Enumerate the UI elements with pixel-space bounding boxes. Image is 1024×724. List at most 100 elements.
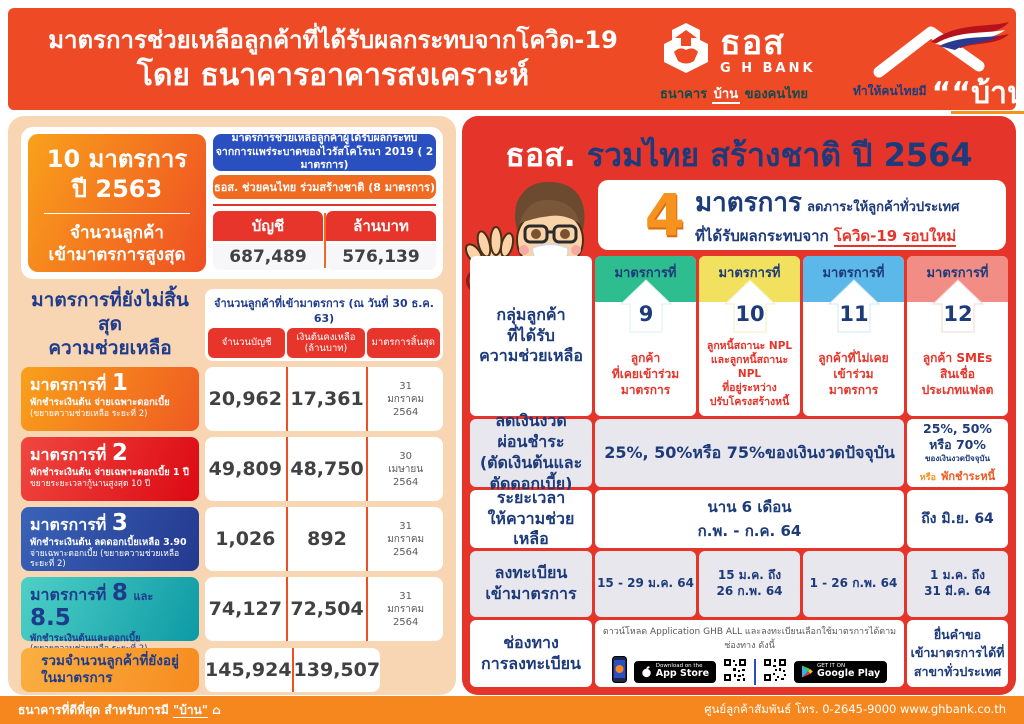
campaign-title-bank: ธอส.: [505, 136, 576, 174]
summary-title: 10 มาตรการ ปี 2563: [46, 145, 188, 203]
measures-2564-panel: ธอส. รวมไทย สร้างชาติ ปี 2564: [462, 116, 1016, 695]
ghb-thai-name: ธอส: [720, 22, 785, 63]
channel-merged: ดาวน์โหลด Application GHB ALL และลงทะเบี…: [595, 620, 904, 687]
play-icon: [802, 665, 813, 678]
divider: [213, 204, 436, 206]
register-date-9: 15 - 29 ม.ค. 64: [595, 551, 696, 617]
balance-value: 48,750: [290, 458, 364, 480]
row-label-period: ระยะเวลา ให้ความช่วยเหลือ: [470, 488, 592, 548]
measure-desc2: จ่ายเฉพาะดอกเบี้ย (ขยายความช่วยเหลือ ระย…: [30, 549, 180, 570]
channel-caption: ดาวน์โหลด Application GHB ALL และลงทะเบี…: [602, 627, 897, 651]
ghb-logo-text: ธอส G H BANK: [720, 26, 816, 75]
table-row: มาตรการที่ 2 พักชำระเงินต้น จ่ายเฉพาะดอก…: [21, 437, 443, 501]
measure-desc: พักชำระเงินต้น จ่ายเฉพาะดอกเบี้ย 1 ปี: [30, 467, 189, 479]
total-row: รวมจำนวนลูกค้าที่ยังอยู่ ในมาตรการ 145,9…: [21, 648, 443, 692]
register-date-12: 1 ม.ค. ถึง 31 มี.ค. 64: [907, 551, 1008, 617]
measure-8-label: มาตรการที่ 8 และ 8.5 พักชำระเงินต้นและดอ…: [21, 577, 199, 654]
summary-card: 10 มาตรการ ปี 2563 จำนวนลูกค้า เข้ามาตรก…: [21, 127, 443, 279]
gplay-line2: Google Play: [817, 668, 881, 680]
balance-value: 72,504: [290, 598, 364, 620]
footer-contact: ศูนย์ลูกค้าสัมพันธ์ โทร. 0-2645-9000 www…: [704, 702, 1006, 716]
val-baht: 576,139: [326, 244, 436, 270]
reduce12-red: พักชำระหนี้: [941, 470, 996, 484]
title-line1: มาตรการช่วยเหลือลูกค้าที่ได้รับผลกระทบจา…: [48, 26, 618, 54]
measure-pre: มาตรการที่: [30, 585, 107, 604]
col-baht-header: ล้านบาท: [326, 211, 436, 241]
reduce12-main: 25%, 50% หรือ 70%: [923, 420, 992, 452]
divider: [323, 213, 326, 268]
baan-word: ““บ้าน””: [932, 76, 1024, 114]
divider: [754, 658, 757, 685]
measure-pre: มาตรการที่: [30, 515, 107, 534]
measure-desc: พักชำระเงินต้นและดอกเบี้ย: [30, 632, 141, 644]
measures-grid: กลุ่มลูกค้า ที่ได้รับ ความช่วยเหลือ มาตร…: [470, 256, 1008, 687]
ghb-tagline: ธนาคาร บ้าน ของคนไทย: [660, 83, 840, 104]
reduce12-or: หรือ: [919, 473, 936, 484]
pill-covid-measures: มาตรการช่วยเหลือลูกค้าผู้ได้รับผลกระทบ จ…: [213, 132, 436, 171]
summary-detail: มาตรการช่วยเหลือลูกค้าผู้ได้รับผลกระทบ จ…: [213, 132, 436, 272]
measure-3-label: มาตรการที่ 3 พักชำระเงินต้น ลดดอกเบี้ยเห…: [21, 507, 199, 571]
row-label-channel: ช่องทาง การลงทะเบียน: [470, 620, 592, 687]
group-9: ลูกค้า ที่เคยเข้าร่วม มาตรการ: [611, 350, 680, 398]
balance-value: 17,361: [290, 388, 364, 410]
total-balance: 139,507: [291, 648, 381, 692]
reduce-merged-value: 25%, 50%หรือ 75%ของเงินงวดปัจจุบัน: [595, 419, 904, 487]
measure-2-label: มาตรการที่ 2 พักชำระเงินต้น จ่ายเฉพาะดอก…: [21, 437, 199, 501]
measure-number: 1: [111, 370, 128, 396]
total-label: รวมจำนวนลูกค้าที่ยังอยู่ ในมาตรการ: [21, 648, 199, 692]
measure-pre: มาตรการที่: [30, 375, 107, 394]
tagline-pre: ธนาคาร: [660, 87, 708, 102]
appstore-line1: Download on the: [655, 663, 703, 670]
gplay-line1: GET IT ON: [817, 663, 846, 670]
group-11: ลูกค้าที่ไม่เคย เข้าร่วม มาตรการ: [818, 350, 889, 398]
header-band: มาตรการช่วยเหลือลูกค้าที่ได้รับผลกระทบจา…: [8, 8, 1024, 114]
summary-headline: 10 มาตรการ ปี 2563 จำนวนลูกค้า เข้ามาตรก…: [28, 134, 206, 272]
apple-icon: [642, 666, 651, 678]
app-store-badge[interactable]: Download on the App Store: [633, 660, 717, 683]
channel-measure-12: ยื่นคำขอ เข้ามาตรการได้ที่ สาขาทั่วประเท…: [907, 620, 1008, 687]
title-line2: โดย ธนาคารอาคารสงเคราะห์: [136, 58, 530, 94]
period-merged-value: นาน 6 เดือน ก.พ. - ก.ค. 64: [595, 490, 904, 548]
measure-desc2: (ขยายความช่วยเหลือ ระยะที่ 2): [30, 409, 148, 420]
column-measure-11: มาตรการที่ 11 ลูกค้าที่ไม่เคย เข้าร่วม ม…: [803, 256, 904, 416]
measures-2563-panel: 10 มาตรการ ปี 2563 จำนวนลูกค้า เข้ามาตรก…: [8, 116, 456, 695]
col-header-accounts: จำนวนบัญชี: [208, 328, 286, 358]
baan-tagline: ทำให้คนไทยมี ““บ้าน””: [853, 70, 1024, 117]
measure-pre: มาตรการที่: [30, 445, 107, 464]
phone-icon: [611, 656, 627, 687]
row-label-reduce-small: (ตัดเงินต้นและตัดดอกเบี้ย): [479, 453, 583, 493]
house-icon: ⌂: [212, 702, 221, 717]
table-title: มาตรการที่ยังไม่สิ้นสุด ความช่วยเหลือ: [31, 289, 189, 359]
accounts-value: 20,962: [208, 388, 282, 410]
page-title: มาตรการช่วยเหลือลูกค้าที่ได้รับผลกระทบจา…: [33, 24, 633, 95]
promo-tail: ลดภาระให้ลูกค้าทั่วประเทศ: [807, 200, 960, 215]
measures-table-header: มาตรการที่ยังไม่สิ้นสุด ความช่วยเหลือ จำ…: [21, 289, 443, 361]
table-row: มาตรการที่ 3 พักชำระเงินต้น ลดดอกเบี้ยเห…: [21, 507, 443, 571]
accounts-value: 49,809: [208, 458, 282, 480]
qr-code-gplay: [763, 657, 788, 686]
row-label-reduce: ลดเงินงวด ผ่อนชำระ (ตัดเงินต้นและตัดดอกเ…: [470, 411, 592, 493]
col-header-balance: เงินต้นคงเหลือ (ล้านบาท): [287, 328, 365, 358]
table-caption: จำนวนลูกค้าที่เข้ามาตรการ (ณ วันที่ 30 ธ…: [214, 297, 434, 325]
campaign-title-text: รวมไทย สร้างชาติ ปี 2564: [586, 136, 973, 174]
footer-slogan-home: "บ้าน": [172, 702, 209, 718]
house-10-icon: 10: [723, 278, 777, 338]
promo-covid: โควิด-19 รอบใหม่: [833, 227, 957, 247]
house-9-number: 9: [638, 302, 653, 326]
reduce-measure-12: 25%, 50% หรือ 70% ของเงินงวดปัจจุบัน หรื…: [907, 419, 1008, 487]
reduce12-small: ของเงินงวดปัจจุบัน: [925, 454, 990, 464]
house-10-number: 10: [735, 302, 764, 326]
balance-value: 892: [307, 528, 347, 550]
measure-desc2: ขยายระยะเวลากู้นานสูงสุด 10 ปี: [30, 479, 151, 490]
google-play-badge[interactable]: GET IT ON Google Play: [794, 660, 888, 683]
measure-12-header: มาตรการที่: [907, 256, 1008, 302]
end-date: 30 เมษายน 2564: [388, 450, 424, 488]
group-12: ลูกค้า SMEs สินเชื่อ ประเภทแฟลต: [921, 350, 994, 398]
promo-line2: ที่ได้รับผลกระทบจาก: [695, 227, 829, 245]
baan-pre: ทำให้คนไทยมี: [853, 84, 927, 98]
house-12-icon: 12: [931, 278, 985, 338]
totals-table: บัญชี ล้านบาท 687,489 576,139: [213, 211, 436, 270]
pill-nation-measures: ธอส. ช่วยคนไทย ร่วมสร้างชาติ (8 มาตรการ): [213, 175, 436, 199]
measure-number: 8: [111, 580, 128, 606]
